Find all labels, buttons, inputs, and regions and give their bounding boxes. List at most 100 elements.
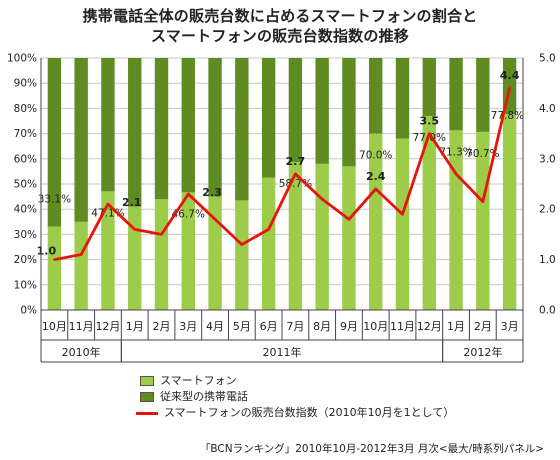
x-tick-label: 12月 [95, 320, 120, 333]
index-value-label: 2.1 [122, 196, 142, 209]
index-point [294, 172, 297, 176]
bar-feature-phone [181, 58, 195, 193]
bar-feature-phone [449, 58, 463, 131]
bar-value-label: 77.8% [491, 110, 524, 122]
x-tick-label: 1月 [447, 320, 465, 333]
bar-smartphone [74, 221, 88, 310]
year-label: 2010年 [62, 345, 101, 359]
bar-value-label: 71.3% [439, 146, 472, 158]
bar-feature-phone [315, 58, 329, 164]
bar-smartphone [154, 199, 169, 310]
x-tick-label: 9月 [340, 320, 358, 333]
bar-smartphone [288, 162, 303, 310]
y-left-tick-label: 100% [7, 53, 37, 65]
bar-smartphone [47, 226, 62, 310]
index-line-group [53, 87, 511, 261]
y-right-tick-label: 5.0 [539, 53, 556, 65]
index-value-label: 3.5 [420, 115, 440, 128]
legend-item-smartphone: スマートフォン [140, 373, 454, 389]
bar-smartphone [342, 166, 356, 310]
year-label: 2011年 [263, 345, 302, 359]
bar-smartphone [235, 200, 249, 310]
index-point [401, 213, 404, 216]
x-tick-label: 4月 [206, 320, 224, 333]
bars-group [47, 58, 517, 311]
y-right-tick-label: 0.0 [539, 305, 556, 317]
x-tick-label: 8月 [313, 320, 331, 333]
index-point [347, 218, 351, 221]
y-left-tick-label: 20% [14, 254, 37, 266]
index-point [53, 258, 56, 261]
legend-swatch-feature-phone [140, 392, 154, 402]
bar-smartphone [208, 196, 222, 310]
x-tick-label: 2月 [474, 320, 492, 333]
bar-smartphone [261, 177, 276, 310]
bar-smartphone [476, 131, 490, 310]
x-tick-label: 10月 [363, 320, 388, 333]
index-point [428, 132, 431, 135]
index-point [508, 87, 511, 90]
index-point [454, 172, 458, 176]
bar-feature-phone [154, 58, 169, 200]
legend-label-smartphone: スマートフォン [160, 374, 237, 387]
index-point [106, 202, 110, 206]
x-tick-label: 2月 [153, 320, 171, 333]
bar-feature-phone [422, 58, 436, 116]
grid-lines [41, 57, 523, 311]
bar-value-label: 33.1% [38, 194, 71, 206]
index-point [133, 228, 136, 231]
index-value-label: 2.3 [202, 186, 222, 199]
y-right-tick-label: 3.0 [539, 153, 556, 165]
y-right-tick-label: 4.0 [539, 103, 556, 115]
y-left-tick-label: 60% [14, 153, 37, 165]
bar-smartphone [181, 192, 195, 310]
index-line [54, 87, 511, 261]
x-tick-label: 3月 [501, 320, 519, 333]
index-point [79, 253, 83, 256]
x-tick-label: 3月 [179, 320, 197, 333]
bar-value-label: 70.7% [466, 148, 499, 160]
y-right-tick-label: 2.0 [539, 204, 556, 216]
bar-feature-phone [395, 58, 410, 139]
index-value-label: 2.4 [366, 170, 386, 183]
index-point [187, 192, 190, 196]
legend-item-index: スマートフォンの販売台数指数（2010年10月を1として） [136, 405, 455, 421]
legend-swatch-smartphone [140, 376, 154, 386]
index-value-label: 4.4 [500, 69, 520, 82]
legend: スマートフォン 従来型の携帯電話 スマートフォンの販売台数指数（2010年10月… [136, 373, 455, 421]
legend-item-feature-phone: 従来型の携帯電話 [140, 389, 454, 405]
bar-smartphone [128, 206, 142, 310]
y-left-tick-label: 30% [14, 229, 37, 241]
bar-feature-phone [101, 58, 115, 192]
y-left-tick-label: 90% [14, 78, 37, 90]
legend-label-feature-phone: 従来型の携帯電話 [160, 390, 248, 403]
bar-feature-phone [369, 58, 383, 134]
legend-swatch-index-line [136, 411, 158, 415]
bar-feature-phone [342, 58, 356, 167]
bar-smartphone [449, 130, 463, 310]
bar-feature-phone [208, 58, 222, 197]
chart-title-line2: スマートフォンの販売台数指数の推移 [151, 27, 409, 45]
index-point [240, 243, 244, 246]
index-value-label: 2.7 [286, 155, 306, 168]
legend-label-index: スマートフォンの販売台数指数（2010年10月を1として） [164, 406, 455, 419]
bar-value-label: 46.7% [172, 208, 205, 220]
source-note: 「BCNランキング」2010年10月-2012年3月 月次<最大/時系列パネル> [199, 443, 544, 455]
bar-smartphone [369, 133, 383, 310]
bar-value-label: 70.0% [359, 150, 392, 162]
y-left-tick-label: 0% [20, 305, 37, 317]
bar-smartphone [395, 138, 410, 310]
x-tick-label: 1月 [126, 320, 144, 333]
bar-feature-phone [235, 58, 249, 201]
index-point [160, 233, 163, 236]
bar-feature-phone [128, 58, 142, 207]
x-tick-label: 11月 [69, 320, 94, 333]
x-tick-label: 7月 [286, 320, 304, 333]
y-left-tick-label: 70% [14, 128, 37, 140]
bar-smartphone [315, 163, 329, 310]
bar-smartphone [422, 115, 436, 311]
bar-smartphone [101, 191, 115, 310]
y-left-tick-label: 80% [14, 103, 37, 115]
bar-feature-phone [288, 58, 303, 163]
